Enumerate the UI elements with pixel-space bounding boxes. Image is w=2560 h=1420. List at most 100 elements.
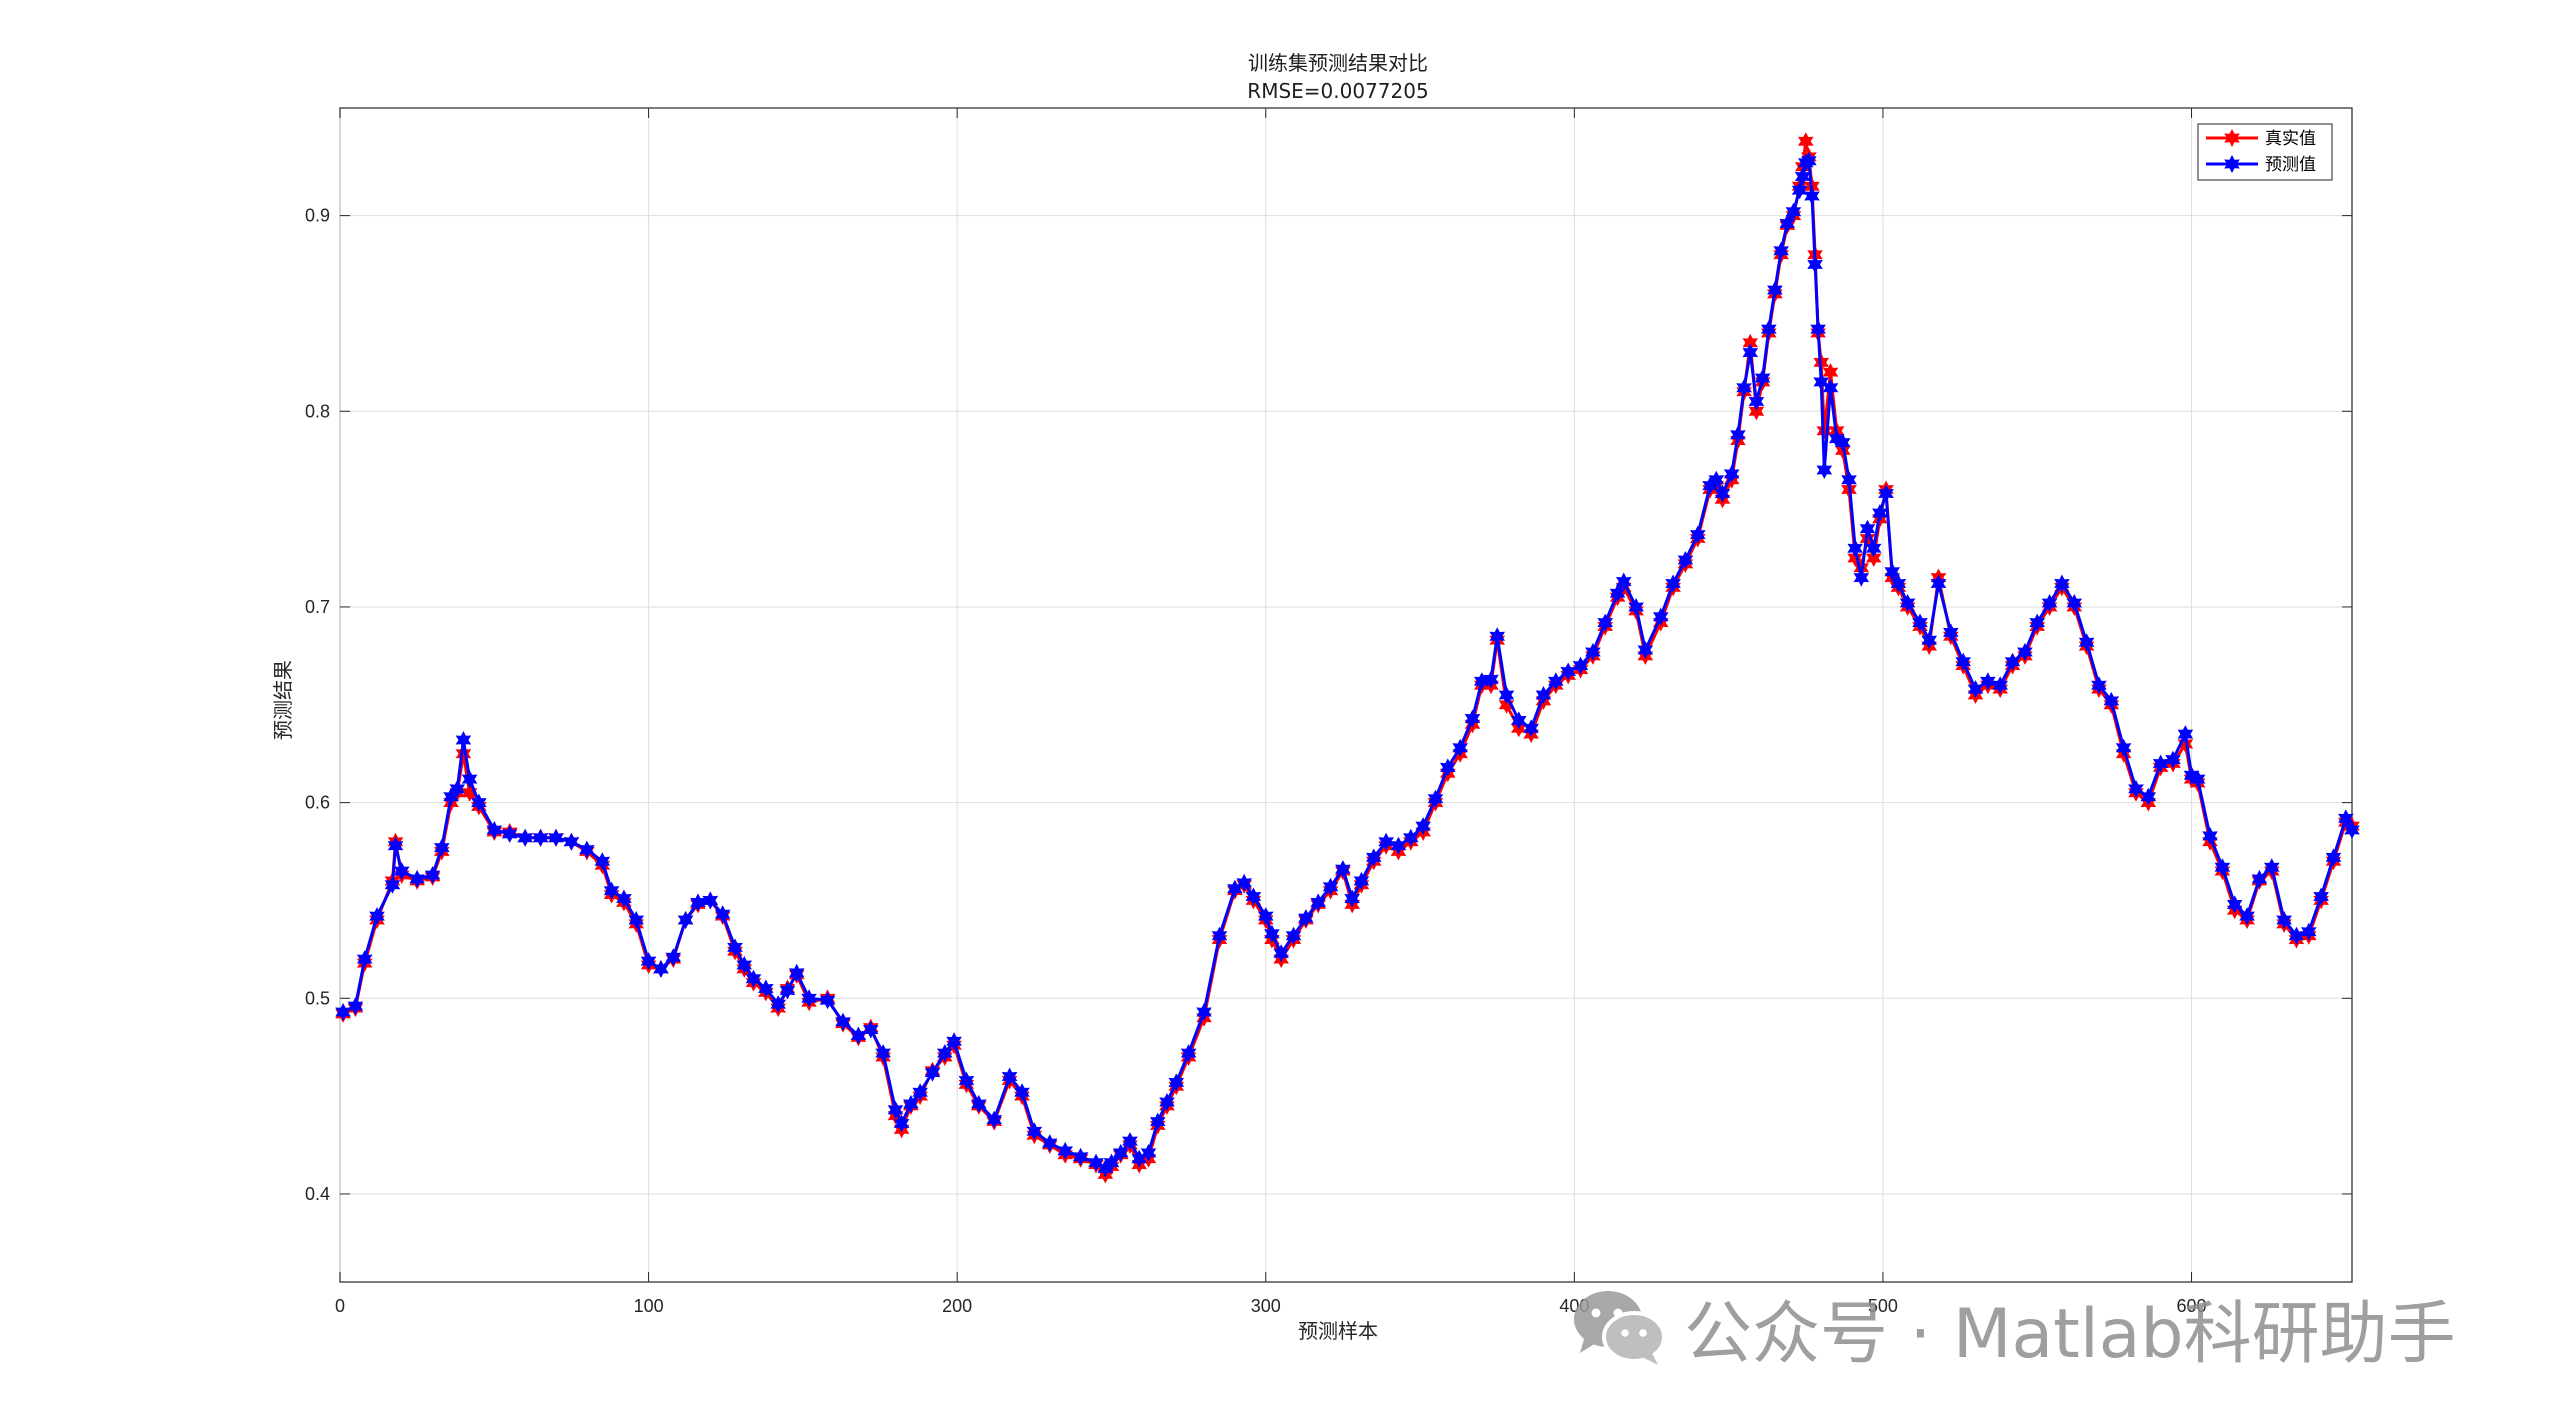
data-point	[1822, 378, 1839, 397]
data-point	[347, 997, 364, 1016]
data-point	[1804, 187, 1820, 205]
data-point	[1785, 202, 1802, 221]
data-point	[1847, 539, 1863, 558]
data-point	[1767, 281, 1783, 299]
legend-marker-pred	[2224, 155, 2240, 173]
data-point	[1816, 461, 1833, 479]
data-point	[2189, 770, 2206, 789]
data-point	[517, 828, 533, 847]
data-point	[356, 950, 373, 969]
data-point	[850, 1026, 867, 1045]
data-point	[1131, 1149, 1147, 1168]
data-point	[455, 731, 472, 749]
data-point	[1088, 1153, 1104, 1172]
data-point	[1227, 879, 1243, 898]
data-point	[1723, 464, 1740, 483]
data-point	[2029, 613, 2045, 632]
data-point	[893, 1114, 910, 1133]
data-point	[1464, 709, 1481, 728]
data-point	[1353, 871, 1370, 890]
data-point	[958, 1071, 975, 1090]
data-point	[1042, 1134, 1058, 1153]
data-point	[971, 1094, 987, 1113]
data-point	[1597, 613, 1613, 632]
data-point	[2264, 858, 2280, 877]
x-tick-label: 500	[1868, 1296, 1898, 1316]
watermark: 公众号 · Matlab科研助手	[1570, 1282, 2456, 1374]
x-tick-label: 0	[335, 1296, 345, 1316]
data-point	[393, 862, 410, 881]
data-point	[1001, 1067, 1018, 1086]
data-point	[2251, 869, 2268, 888]
data-point	[1378, 832, 1394, 851]
data-point	[1335, 860, 1351, 879]
data-point	[2288, 926, 2305, 945]
data-point	[2325, 848, 2342, 867]
data-point	[875, 1044, 891, 1063]
data-point	[2344, 821, 2360, 839]
data-point	[1865, 549, 1882, 567]
data-point	[387, 836, 404, 855]
y-tick-label: 0.9	[305, 206, 330, 226]
data-point	[1943, 623, 1959, 642]
data-point	[1560, 662, 1576, 681]
data-point	[819, 991, 836, 1010]
data-point	[1761, 320, 1777, 339]
data-point	[461, 783, 478, 802]
y-tick-label: 0.5	[305, 988, 330, 1008]
legend-label-true: 真实值	[2265, 129, 2316, 149]
data-point	[548, 828, 564, 847]
legend-box	[2197, 123, 2333, 181]
data-point	[2338, 809, 2354, 828]
data-point	[628, 911, 644, 929]
data-point	[434, 838, 450, 857]
data-point	[1615, 572, 1632, 591]
axes-box	[339, 107, 2353, 1283]
data-point	[1841, 470, 1857, 489]
data-point	[1742, 343, 1758, 362]
data-point	[1211, 926, 1228, 945]
data-point	[2239, 907, 2255, 926]
data-point	[2177, 725, 2194, 744]
data-point	[2017, 643, 2033, 661]
data-point	[801, 989, 817, 1008]
data-point	[1344, 889, 1360, 908]
data-point	[1791, 181, 1808, 200]
data-point	[677, 911, 694, 929]
data-point	[1180, 1044, 1197, 1063]
data-point	[1810, 320, 1826, 339]
data-point	[702, 891, 719, 910]
data-point	[2004, 652, 2021, 671]
data-point	[665, 948, 682, 967]
data-point	[1798, 132, 1814, 151]
data-point	[1742, 333, 1758, 352]
data-point	[449, 779, 466, 798]
data-point	[1511, 711, 1527, 730]
legend[interactable]: 真实值 预测值	[2197, 123, 2333, 181]
data-point	[579, 840, 595, 859]
data-point	[653, 959, 669, 978]
chart-subtitle: RMSE=0.0077205	[1247, 79, 1428, 103]
data-point	[1245, 887, 1262, 906]
data-point	[1159, 1093, 1175, 1111]
data-point	[1390, 836, 1407, 855]
data-point	[1452, 738, 1468, 757]
data-point	[1628, 598, 1644, 616]
data-point	[532, 828, 549, 847]
data-point	[1748, 402, 1765, 421]
data-point	[2165, 750, 2181, 769]
data-point	[745, 969, 762, 988]
data-point	[2313, 887, 2329, 906]
data-point	[1835, 433, 1851, 452]
data-point	[1057, 1141, 1073, 1160]
data-point	[1853, 568, 1870, 587]
data-point	[2078, 633, 2095, 652]
data-point	[1535, 686, 1552, 704]
data-point	[1748, 392, 1765, 411]
data-point	[1677, 551, 1694, 569]
data-point	[1859, 519, 1876, 538]
data-point	[779, 981, 796, 1000]
data-point	[1690, 525, 1706, 544]
data-point	[1899, 594, 1916, 612]
